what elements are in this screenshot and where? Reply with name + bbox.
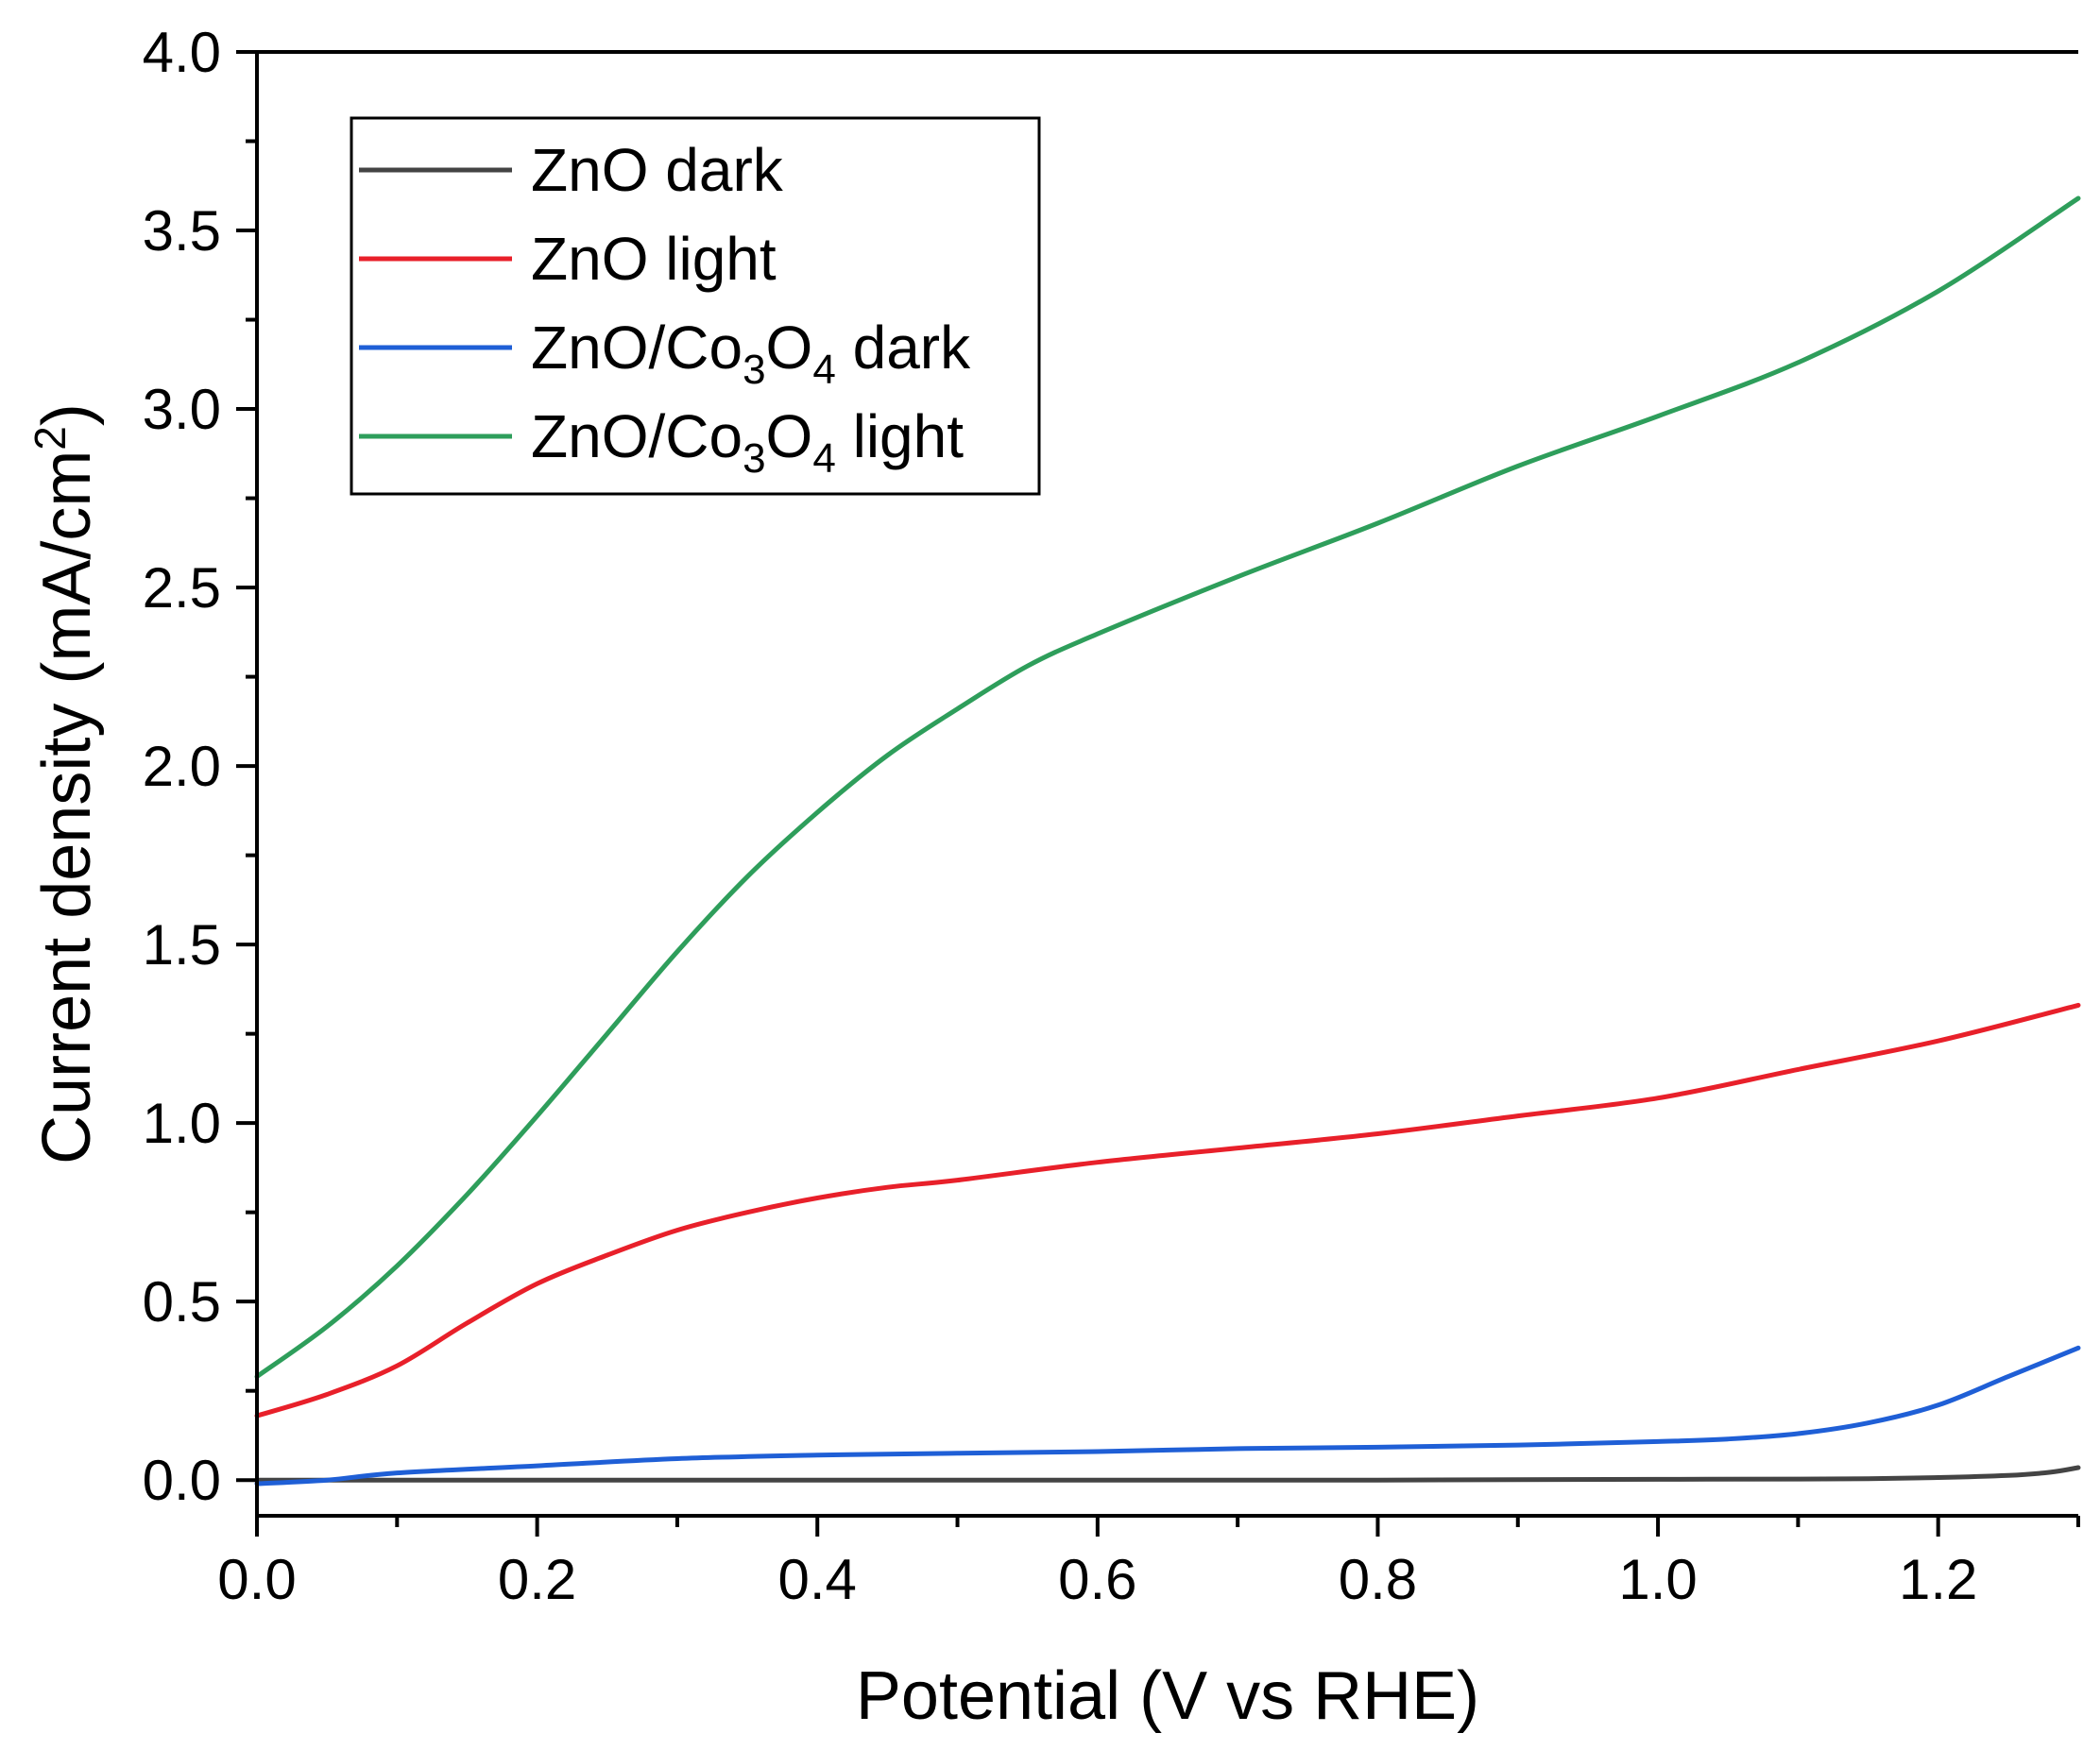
x-axis-title: Potential (V vs RHE)	[856, 1658, 1479, 1734]
y-tick-label: 3.0	[143, 378, 221, 441]
legend-label-subscript: 4	[812, 435, 835, 482]
x-tick-label: 0.4	[778, 1548, 857, 1611]
x-axis: 0.0 0.2 0.4 0.6 0.8 1.0 1.2	[217, 1516, 2080, 1611]
legend-label-text: ZnO/Co	[531, 402, 743, 470]
legend-label: ZnO light	[531, 225, 777, 293]
legend-box	[350, 116, 1041, 496]
legend-label-text: dark	[836, 314, 971, 382]
legend-label: ZnO/Co3O4 light	[531, 402, 964, 482]
legend-label-subscript: 3	[743, 435, 765, 482]
y-axis: 0.0 0.5 1.0 1.5 2.0 2.5 3.0 3.5 4.0	[143, 21, 257, 1512]
y-tick-label: 4.0	[143, 21, 221, 84]
series-line-2	[254, 1345, 2081, 1487]
legend-label-text: ZnO/Co	[531, 314, 743, 382]
series-line-1	[254, 1002, 2081, 1419]
y-axis-title: Current density (mA/cm2)	[26, 403, 105, 1164]
legend-label: ZnO/Co3O4 dark	[531, 314, 971, 393]
y-axis-title-end: )	[29, 403, 105, 426]
y-tick-label: 1.5	[143, 913, 221, 977]
legend-label-subscript: 3	[743, 347, 765, 393]
legend-label-text: O	[766, 314, 813, 382]
y-tick-label: 2.5	[143, 556, 221, 620]
legend-label-text: ZnO dark	[531, 136, 784, 204]
y-axis-title-main: Current density (mA/cm	[29, 450, 105, 1164]
y-axis-title-sup: 2	[26, 426, 75, 450]
legend-label-text: ZnO light	[531, 225, 777, 293]
x-tick-label: 0.0	[217, 1548, 296, 1611]
x-tick-label: 1.0	[1618, 1548, 1697, 1611]
legend-label-subscript: 4	[812, 347, 835, 393]
x-tick-label: 0.6	[1058, 1548, 1136, 1611]
series-line-0	[254, 1465, 2081, 1483]
y-tick-label: 2.0	[143, 735, 221, 798]
y-tick-label: 0.0	[143, 1449, 221, 1512]
y-tick-label: 1.0	[143, 1092, 221, 1155]
legend-label: ZnO dark	[531, 136, 784, 204]
x-tick-label: 1.2	[1899, 1548, 1977, 1611]
plot-frame	[255, 50, 2078, 1518]
legend-label-text: O	[766, 402, 813, 470]
legend-label-text: light	[836, 402, 964, 470]
x-tick-label: 0.2	[498, 1548, 576, 1611]
x-tick-label: 0.8	[1339, 1548, 1417, 1611]
y-tick-label: 3.5	[143, 199, 221, 263]
y-tick-label: 0.5	[143, 1270, 221, 1334]
series-line-3	[254, 195, 2081, 1380]
series-layer	[254, 195, 2081, 1487]
